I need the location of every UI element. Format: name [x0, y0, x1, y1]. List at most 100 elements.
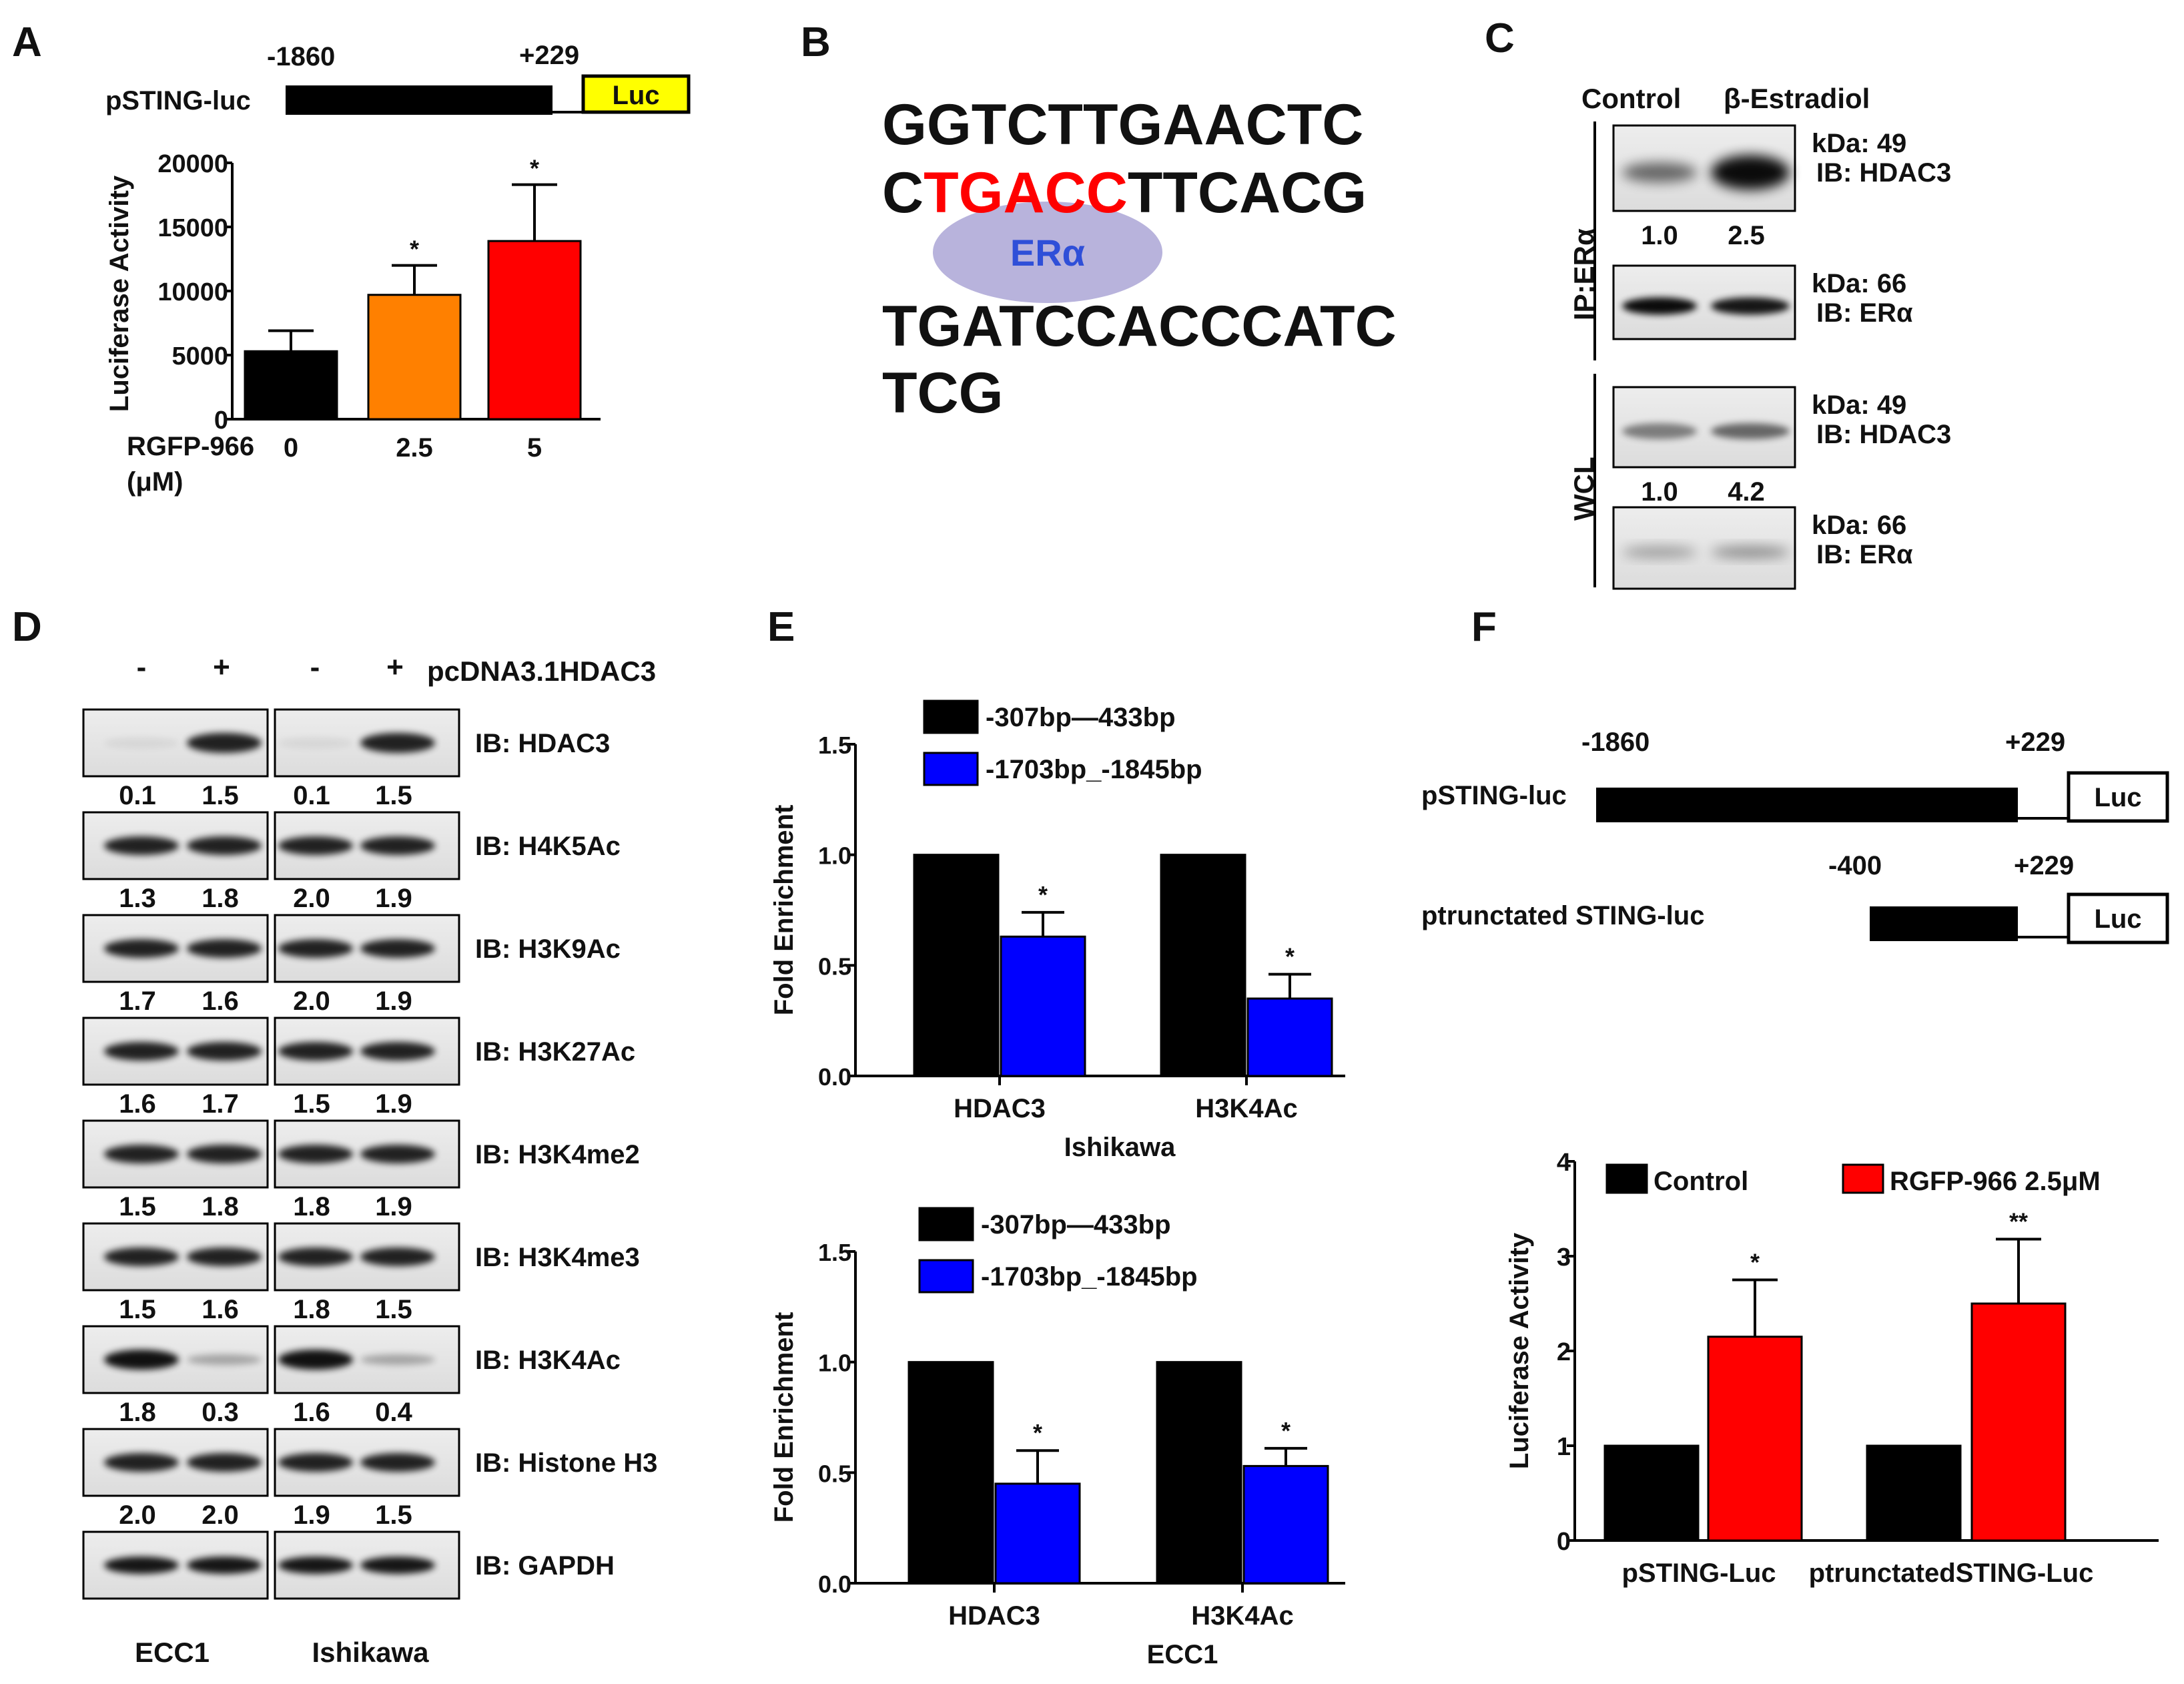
y-tick-label: 0.5 — [818, 952, 851, 980]
band — [278, 1350, 353, 1370]
bar-H3K4Ac — [1242, 1464, 1329, 1585]
quant-value: 1.6 — [202, 1295, 239, 1324]
x-tick-label: HDAC3 — [954, 1094, 1046, 1123]
quant-value: 2.0 — [202, 1500, 239, 1530]
y-tick-label: 0.0 — [818, 1063, 851, 1091]
f-construct1-luc — [2067, 771, 2169, 823]
quant-value: 1.7 — [119, 987, 156, 1016]
construct-end-label: +229 — [519, 41, 579, 70]
x-axis-title: Ishikawa — [1064, 1133, 1176, 1162]
sequence-line-2-start: C — [882, 161, 924, 225]
f-construct2-promoter — [1870, 906, 2018, 941]
sequence-line-3: TGATCCACCCATC — [882, 294, 1397, 358]
ib-label: IB: HDAC3 — [1816, 420, 1951, 449]
band — [360, 836, 435, 855]
sequence-line-1: GGTCTTGAACTC — [882, 93, 1363, 157]
quant-value: 0.1 — [119, 781, 156, 810]
quant-value: 1.5 — [119, 1192, 156, 1221]
significance-star: * — [1285, 943, 1295, 970]
quant-value: 1.9 — [293, 1500, 330, 1530]
f-construct2-name: ptrunctated STING-luc — [1421, 901, 1704, 930]
band — [104, 1557, 179, 1574]
f-construct2-luc-label: Luc — [2094, 904, 2141, 934]
bar-HDAC3 — [1000, 935, 1086, 1077]
y-tick-label: 0 — [214, 406, 228, 435]
panel-a: A -1860 +229 pSTING-luc Luc 0 5000 10000 15… — [12, 19, 691, 497]
y-axis-title: Fold Enrichment — [769, 1312, 799, 1523]
significance-star: * — [1038, 881, 1048, 908]
band-treatment — [1711, 155, 1790, 190]
quant-value: 1.8 — [293, 1295, 330, 1324]
quant-value: 1.8 — [293, 1192, 330, 1221]
ishikawa-plus: + — [386, 651, 404, 683]
ib-label: IB: HDAC3 — [1816, 158, 1951, 188]
panel-e: E 0.0 0.5 1.0 1.5 Fold Enrichment -307bp—433b… — [767, 604, 1345, 1669]
cell-line-ecc1: ECC1 — [135, 1637, 210, 1668]
y-axis-title: Luciferase Activity — [105, 175, 134, 412]
quant-value: 1.6 — [202, 987, 239, 1016]
ib-label: IB: GAPDH — [475, 1551, 615, 1581]
quant-value: 1.9 — [375, 884, 412, 913]
quant-value: 2.0 — [119, 1500, 156, 1530]
x-tick-label: 0 — [284, 433, 298, 463]
x-tick-label: H3K4Ac — [1191, 1601, 1293, 1631]
band — [187, 1042, 262, 1061]
panel-d: D - + - + pcDNA3.1HDAC3 0.1 1.5 0.1 1.5 IB: … — [12, 604, 657, 1668]
sequence-line-4: TCG — [882, 361, 1004, 425]
bar-H3K4Ac — [1160, 854, 1246, 1077]
legend-swatch — [918, 1207, 974, 1241]
band — [360, 733, 435, 753]
quant-value: 1.8 — [202, 1192, 239, 1221]
bar-HDAC3 — [913, 854, 1000, 1077]
y-tick-label: 15000 — [157, 214, 228, 242]
quant-value: 2.0 — [293, 987, 330, 1016]
panel-e-letter: E — [767, 604, 795, 650]
y-axis-title: Fold Enrichment — [769, 805, 799, 1016]
band — [278, 1042, 353, 1061]
legend-label: -307bp—433bp — [981, 1210, 1171, 1239]
ib-label: IB: H3K4me3 — [475, 1243, 640, 1272]
cell-line-ishikawa: Ishikawa — [312, 1637, 429, 1668]
plasmid-label: pcDNA3.1HDAC3 — [427, 655, 656, 687]
bar-pSTING-Luc — [1707, 1336, 1803, 1542]
x-unit-label: (μM) — [127, 467, 183, 497]
y-tick-label: 5000 — [171, 342, 228, 370]
ib-label: IB: HDAC3 — [475, 729, 610, 758]
bar-HDAC3 — [994, 1482, 1081, 1585]
legend-swatch — [923, 752, 979, 786]
ere-half-site-motif: TGACC — [924, 161, 1128, 225]
chart-f: 0 1 2 3 4 Luciferase Activity Control RGFP-966 … — [1505, 1149, 2159, 1588]
bar-HDAC3 — [907, 1361, 994, 1585]
y-axis-title: Luciferase Activity — [1505, 1232, 1534, 1469]
sequence-line-2: CTGACCTTCACG — [882, 161, 1367, 225]
panel-d-letter: D — [12, 604, 42, 650]
ib-label: IB: H3K9Ac — [475, 934, 621, 964]
chart-e-bottom: 0.0 0.5 1.0 1.5 Fold Enrichment -307bp—433bp -… — [769, 1207, 1345, 1669]
quant-value: 1.5 — [293, 1089, 330, 1119]
quant-treatment: 2.5 — [1728, 221, 1765, 250]
legend-label: -1703bp_-1845bp — [986, 755, 1202, 784]
quant-value: 1.9 — [375, 1192, 412, 1221]
band — [104, 1042, 179, 1061]
kda-label: kDa: 66 — [1812, 511, 1906, 540]
band — [187, 1145, 262, 1163]
x-tick-label: H3K4Ac — [1195, 1094, 1297, 1123]
y-tick-label: 1 — [1557, 1433, 1571, 1461]
sequence-line-2-end: TTCACG — [1128, 161, 1367, 225]
legend-label: -1703bp_-1845bp — [981, 1262, 1198, 1292]
f-construct1-name: pSTING-luc — [1421, 781, 1567, 810]
y-tick-label: 1.0 — [818, 1350, 851, 1377]
ecc1-minus: - — [137, 651, 147, 683]
panel-c-letter: C — [1485, 15, 1515, 61]
f-construct1-promoter — [1596, 788, 2018, 822]
f-construct2-end: +229 — [2014, 851, 2074, 880]
quant-value: 1.8 — [202, 884, 239, 913]
significance-star: * — [410, 236, 419, 263]
band — [278, 738, 353, 748]
band — [187, 1557, 262, 1574]
band — [104, 738, 179, 748]
construct-start-label: -1860 — [267, 42, 335, 71]
promoter-bar — [286, 85, 553, 115]
x-tick-label: ptrunctatedSTING-Luc — [1809, 1559, 2094, 1588]
